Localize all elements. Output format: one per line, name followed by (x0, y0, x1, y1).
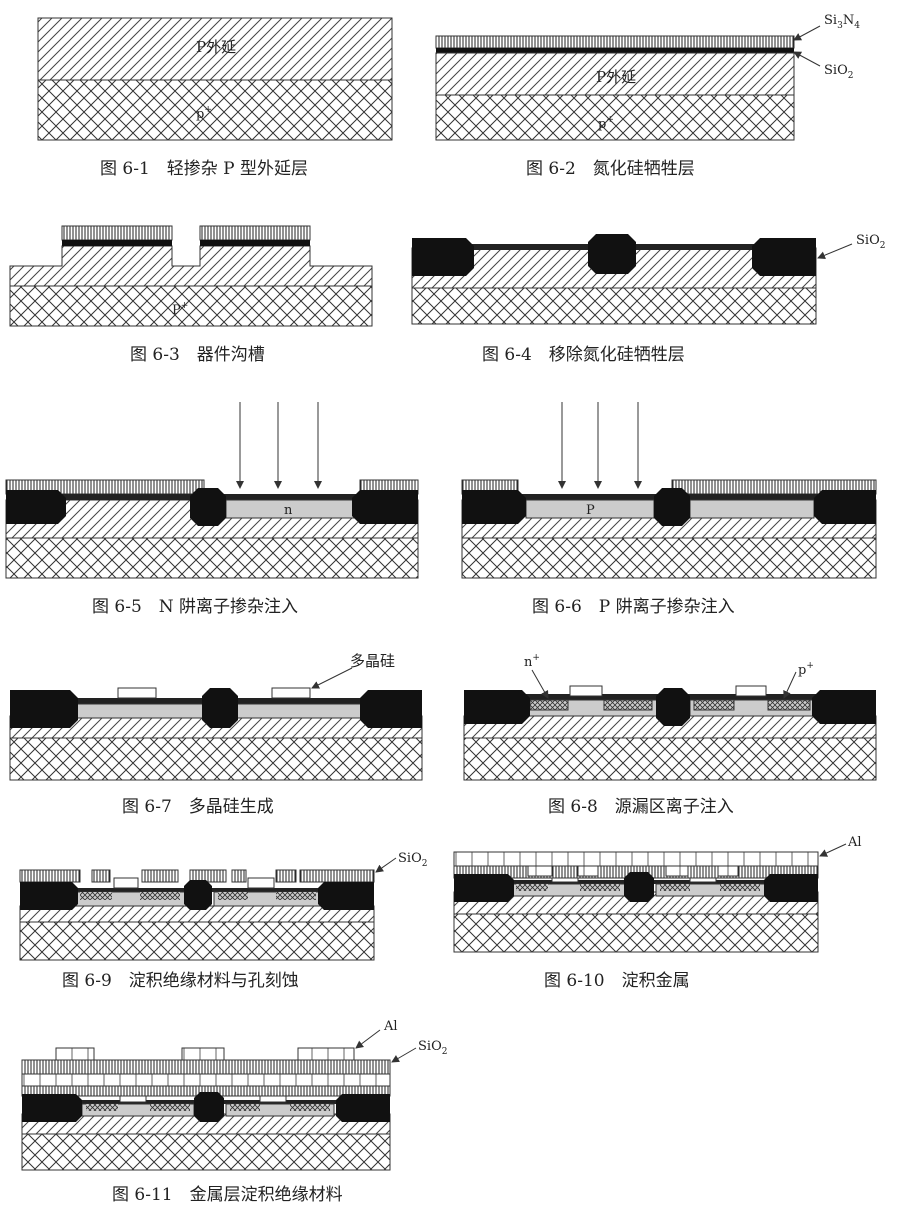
figure-6-7: 多晶硅 图 6-7 多晶硅生成 (9, 652, 423, 817)
label-p-plus: p+ (798, 661, 814, 678)
p-epi-layer (37, 17, 393, 81)
caption-6-6: 图 6-6 P 阱离子掺杂注入 (532, 597, 735, 617)
caption-6-8: 图 6-8 源漏区离子注入 (548, 797, 734, 817)
p-plus-drain (767, 699, 811, 711)
al-top-pad-center (181, 1047, 225, 1061)
al-metal-layer (453, 851, 819, 867)
caption-6-3: 图 6-3 器件沟槽 (130, 345, 265, 365)
caption-6-5: 图 6-5 N 阱离子掺杂注入 (92, 597, 298, 617)
sio2-thin-layer (436, 48, 794, 53)
caption-6-9: 图 6-9 淀积绝缘材料与孔刻蚀 (62, 971, 299, 991)
si3n4-layer (435, 35, 795, 49)
caption-6-4: 图 6-4 移除氮化硅牺牲层 (482, 345, 685, 365)
n-plus-drain (603, 699, 653, 711)
figure-6-3: P+ 图 6-3 器件沟槽 (9, 225, 373, 365)
poly-gate-left (117, 687, 157, 699)
p-plus-substrate (37, 79, 393, 141)
p-plus-substrate (9, 285, 373, 327)
n-plus-source (529, 699, 569, 711)
caption-6-11: 图 6-11 金属层淀积绝缘材料 (112, 1185, 343, 1205)
figure-6-5: n 图 6-5 N 阱离子掺杂注入 (5, 402, 419, 617)
p-plus-source (693, 699, 735, 711)
label-p-plus: p+ (598, 115, 614, 132)
caption-6-10: 图 6-10 淀积金属 (544, 971, 690, 991)
label-p-epi: P外延 (196, 38, 236, 56)
p-plus-substrate (435, 94, 795, 141)
figure-6-11: Al SiO2 图 6-11 金属层淀积绝缘材料 (21, 1019, 447, 1205)
caption-6-2: 图 6-2 氮化硅牺牲层 (526, 159, 695, 179)
label-sio2: SiO2 (398, 851, 427, 869)
label-n-plus: n+ (524, 653, 540, 670)
label-al: Al (847, 835, 862, 850)
label-si3n4: Si3N4 (824, 13, 860, 31)
poly-gate-right (271, 687, 311, 699)
sio2-insulator (19, 869, 81, 883)
figure-6-1: P外延 p+ 图 6-1 轻掺杂 P 型外延层 (37, 17, 393, 179)
label-poly: 多晶硅 (350, 652, 395, 670)
field-oxide-center (588, 234, 636, 274)
figure-6-2: P外延 p+ Si3N4 SiO2 图 6-2 氮化硅牺牲层 (435, 13, 860, 179)
al-top-pad-left (55, 1047, 95, 1061)
p-epi-trench (9, 245, 373, 287)
sio2-top-layer (21, 1059, 391, 1075)
figure-6-8: n+ p+ 图 6-8 源漏区离子注入 (463, 653, 877, 817)
figure-6-10: Al 图 6-10 淀积金属 (453, 835, 862, 991)
label-n-well: n (284, 503, 293, 518)
field-oxide-right (752, 238, 816, 276)
field-oxide-left (412, 238, 474, 276)
caption-6-7: 图 6-7 多晶硅生成 (122, 797, 274, 817)
figure-6-9: SiO2 图 6-9 淀积绝缘材料与孔刻蚀 (19, 851, 427, 991)
label-sio2: SiO2 (856, 233, 885, 251)
figure-6-4: SiO2 图 6-4 移除氮化硅牺牲层 (411, 233, 885, 365)
label-sio2: SiO2 (824, 63, 853, 81)
label-p-plus: p+ (196, 105, 212, 122)
label-al: Al (383, 1019, 398, 1034)
label-p-plus: P+ (172, 301, 188, 318)
label-sio2: SiO2 (418, 1039, 447, 1057)
p-epi-layer (435, 52, 795, 96)
al-top-pad-right (297, 1047, 355, 1061)
label-p-well: P (586, 503, 595, 518)
caption-6-1: 图 6-1 轻掺杂 P 型外延层 (100, 159, 308, 179)
figure-6-6: P 图 6-6 P 阱离子掺杂注入 (461, 402, 877, 617)
label-p-epi: P外延 (596, 68, 636, 86)
